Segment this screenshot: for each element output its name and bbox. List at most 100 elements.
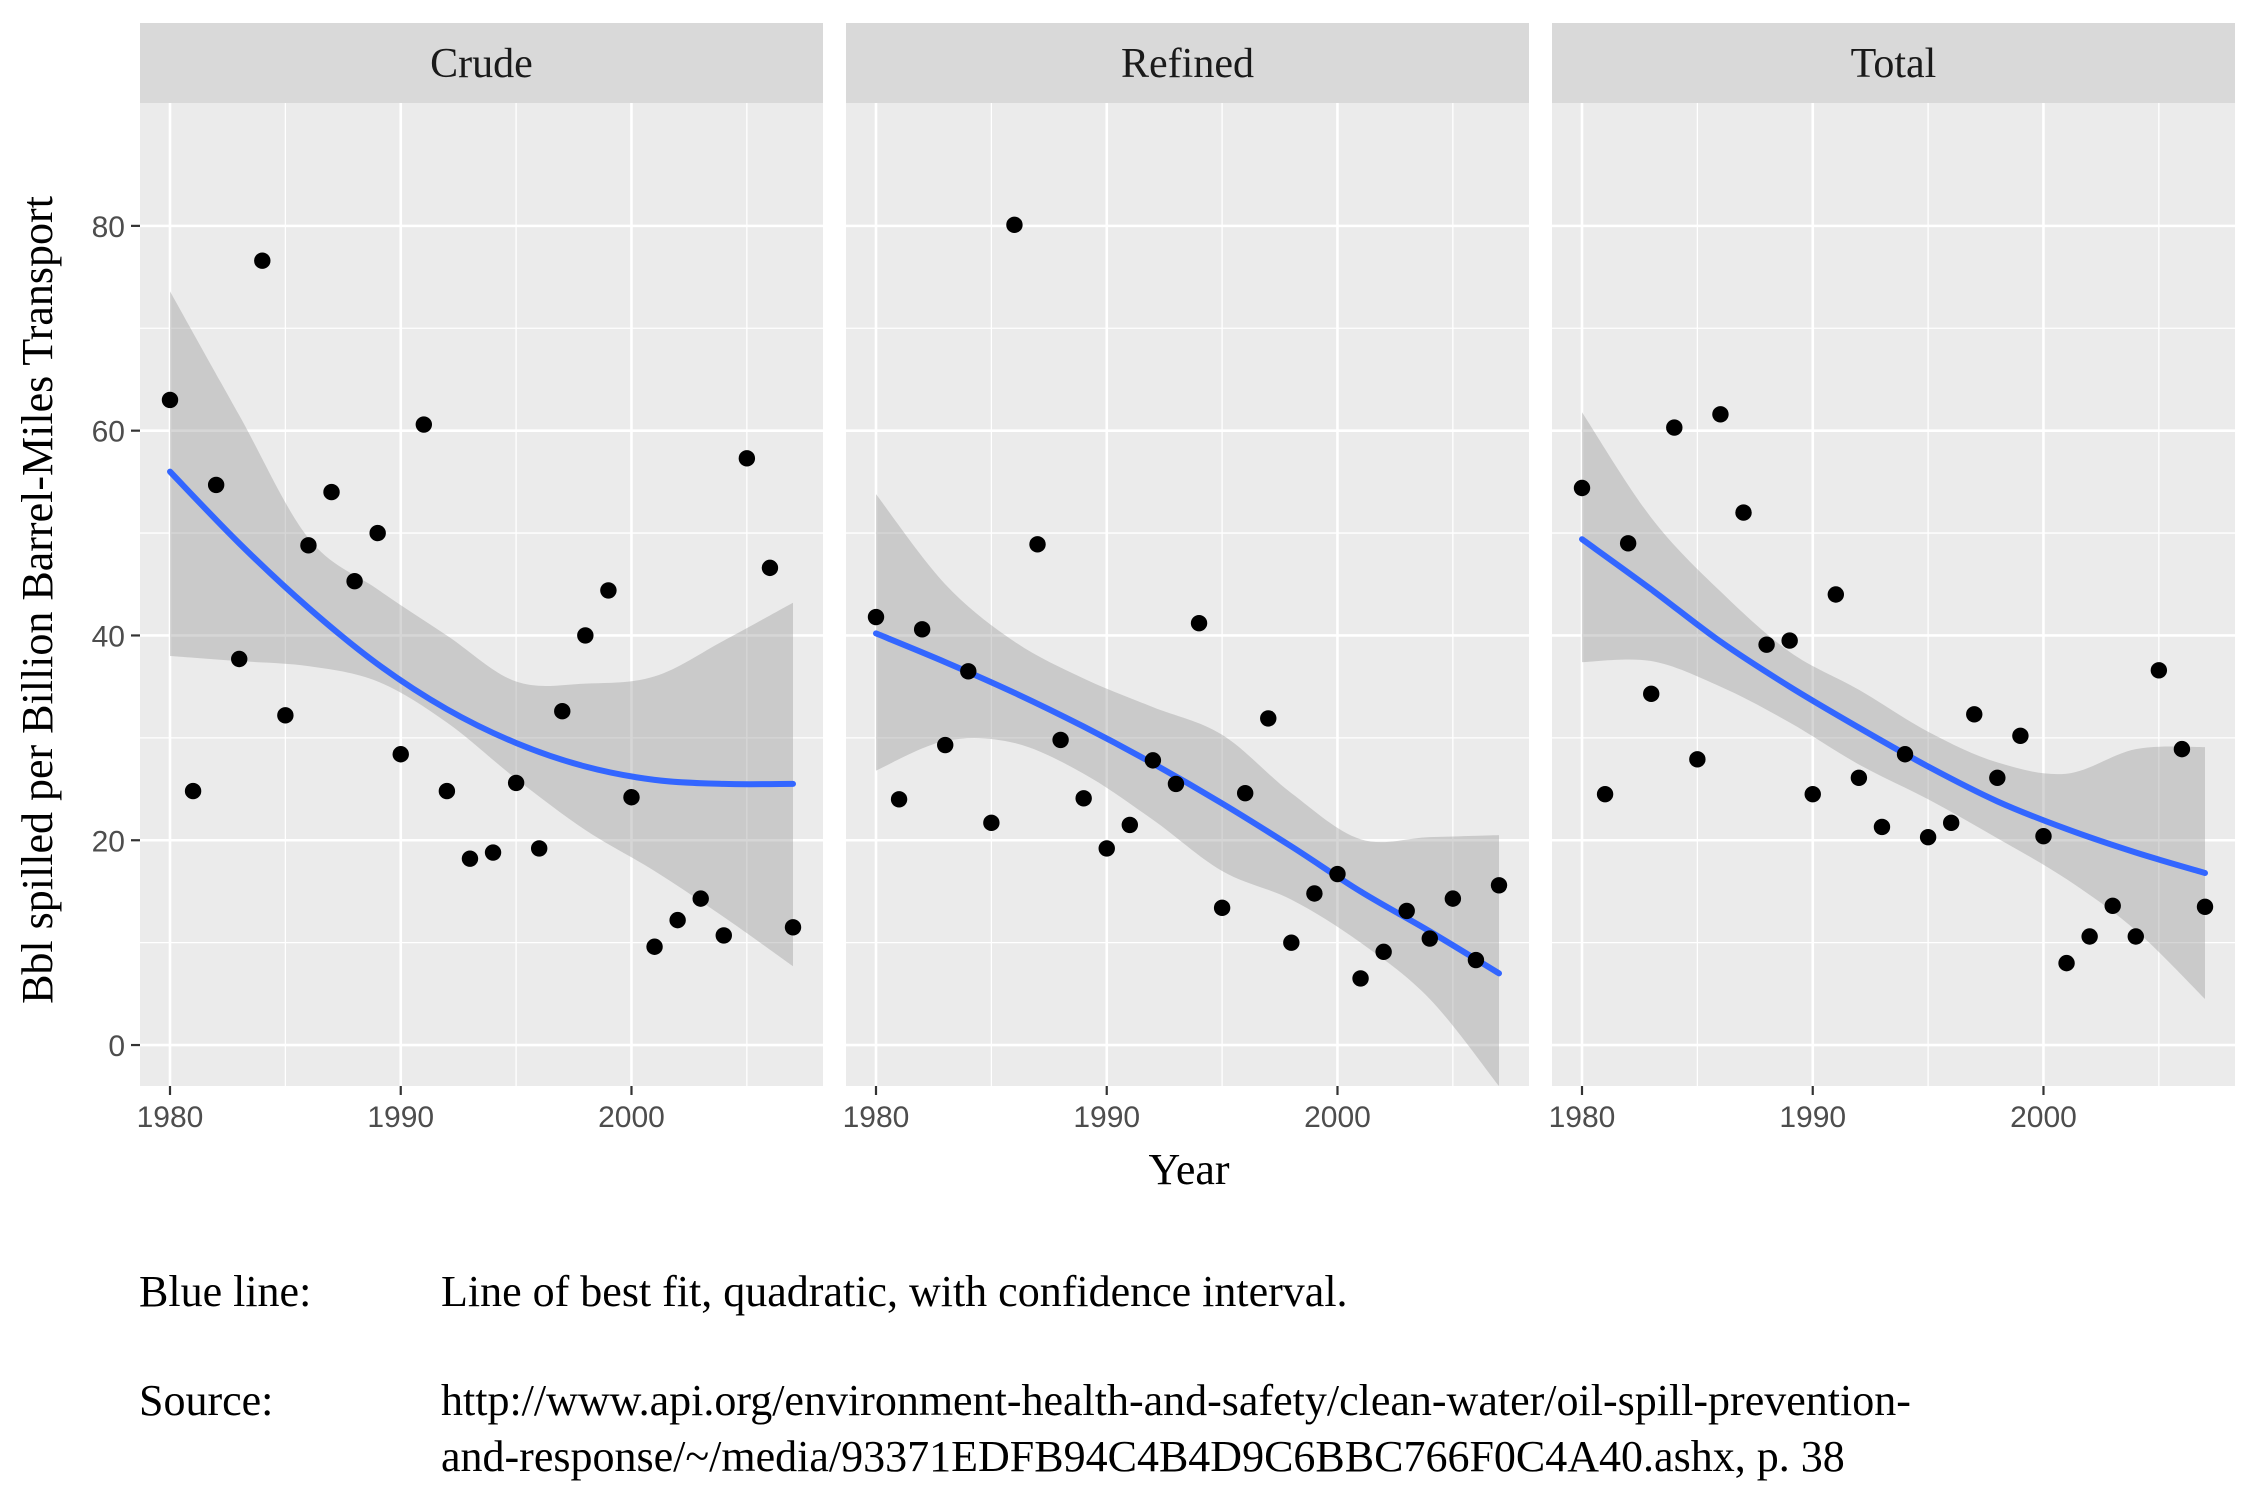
data-point — [600, 582, 617, 599]
data-point — [1075, 790, 1092, 807]
data-point — [738, 450, 756, 467]
x-axis-crude: 1980 1990 2000 — [137, 1086, 665, 1134]
x-axis-title: Year — [1148, 1145, 1229, 1194]
facet-total: Total — [1552, 23, 2235, 1086]
data-point — [1213, 899, 1231, 917]
data-point — [507, 774, 525, 792]
x-tick-label: 1990 — [1073, 1101, 1140, 1134]
fit-line-crude — [167, 468, 796, 788]
data-point — [692, 890, 709, 907]
x-axis-total: 1980 1990 2000 — [1549, 1086, 2077, 1134]
data-layer-refined — [867, 216, 1508, 1086]
data-point — [715, 927, 732, 944]
y-tick-label: 60 — [92, 416, 125, 449]
data-point — [784, 919, 802, 936]
data-point — [392, 746, 409, 763]
data-point — [1490, 877, 1508, 894]
data-point — [1712, 406, 1729, 423]
x-tick-label: 2000 — [1304, 1101, 1371, 1134]
data-point — [415, 416, 433, 433]
data-point — [277, 707, 294, 724]
caption-source-line-2: and-response/~/media/93371EDFB94C4B4D9C6… — [441, 1432, 1845, 1481]
y-tick-label: 0 — [108, 1030, 125, 1063]
panel-total — [1552, 103, 2235, 1086]
data-point — [1098, 840, 1115, 857]
data-point — [1144, 752, 1162, 769]
y-tick-label: 40 — [92, 620, 125, 653]
caption-blue-line-text: Line of best fit, quadratic, with confid… — [441, 1267, 1348, 1316]
data-point — [1398, 902, 1415, 920]
data-point — [761, 559, 779, 577]
data-point — [484, 844, 502, 861]
data-point — [1444, 890, 1462, 907]
data-point — [646, 938, 663, 955]
strip-total — [1552, 23, 2235, 103]
data-point — [1942, 814, 1960, 832]
confidence-band-refined — [876, 494, 1499, 1086]
data-point — [346, 572, 363, 590]
data-point — [1781, 632, 1798, 649]
facet-crude: Crude — [140, 23, 823, 1086]
data-point — [184, 782, 202, 800]
data-point — [1167, 775, 1185, 793]
strip-refined — [846, 23, 1529, 103]
grid-total — [1552, 103, 2235, 1086]
data-point — [254, 252, 271, 269]
data-point — [1619, 535, 1637, 552]
data-point — [2012, 727, 2029, 745]
x-tick-label: 2000 — [2010, 1101, 2077, 1134]
strip-label-refined: Refined — [1121, 41, 1254, 87]
strip-crude — [140, 23, 823, 103]
data-point — [1260, 710, 1277, 727]
caption-source-label: Source: — [139, 1376, 273, 1425]
data-point — [369, 524, 386, 542]
caption-blue-line-label: Blue line: — [139, 1267, 311, 1316]
data-point — [161, 391, 179, 409]
facet-refined: Refined — [846, 23, 1529, 1086]
data-point — [1989, 769, 2006, 786]
data-point — [1804, 785, 1821, 803]
data-point — [1896, 746, 1914, 763]
data-layer-crude — [161, 252, 802, 967]
strip-label-total: Total — [1851, 41, 1937, 87]
data-point — [1006, 216, 1023, 234]
data-point — [2127, 928, 2144, 945]
data-point — [1190, 614, 1208, 632]
data-point — [2058, 954, 2075, 972]
data-point — [1735, 504, 1752, 521]
data-layer-total — [1573, 406, 2214, 999]
data-point — [231, 650, 248, 668]
data-point — [1306, 885, 1323, 902]
data-point — [1596, 785, 1614, 803]
data-point — [2150, 662, 2168, 679]
data-point — [1573, 479, 1591, 497]
data-point — [323, 483, 340, 501]
data-point — [2173, 740, 2191, 758]
x-tick-label: 1980 — [843, 1101, 910, 1134]
data-point — [1666, 419, 1683, 436]
data-point — [1827, 586, 1845, 603]
data-point — [983, 814, 1000, 832]
data-point — [1352, 970, 1369, 987]
y-tick-label: 80 — [92, 211, 125, 244]
fit-line-total — [1579, 536, 2208, 877]
data-point — [461, 850, 479, 867]
caption: Blue line: Line of best fit, quadratic, … — [139, 1267, 1911, 1481]
x-tick-label: 2000 — [598, 1101, 665, 1134]
fit-line-refined — [873, 630, 1502, 977]
data-point — [1329, 865, 1346, 883]
data-point — [1467, 951, 1485, 969]
x-tick-label: 1990 — [1779, 1101, 1846, 1134]
facet-panels: Crude Refined Total — [140, 23, 2235, 1086]
data-point — [1758, 636, 1775, 653]
data-point — [1375, 943, 1392, 961]
data-point — [1850, 769, 1868, 786]
data-point — [1236, 784, 1254, 802]
data-point — [1421, 930, 1438, 947]
strip-label-crude: Crude — [430, 41, 533, 87]
grid-refined — [846, 103, 1529, 1086]
data-point — [2081, 928, 2098, 945]
data-point — [1029, 536, 1046, 553]
data-point — [623, 789, 640, 806]
